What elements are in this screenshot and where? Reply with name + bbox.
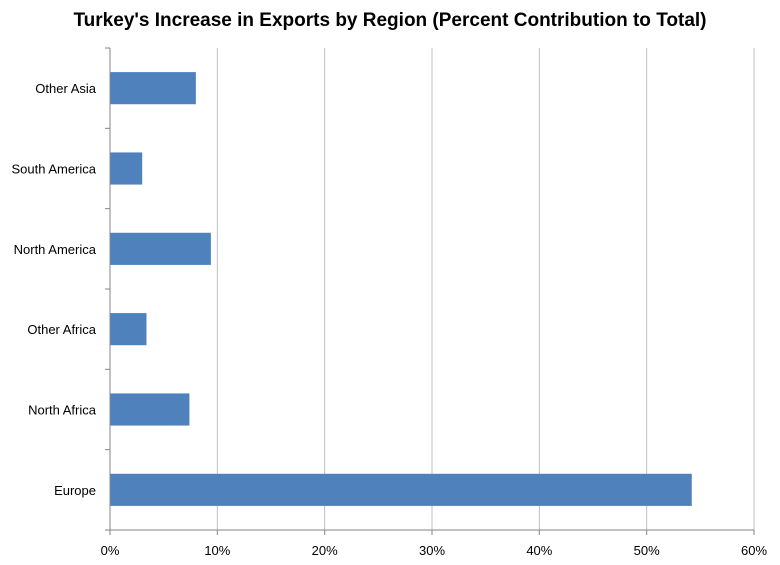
x-tick-label: 10%: [204, 543, 230, 558]
category-label: Other Africa: [27, 322, 96, 337]
bar-north-africa: [110, 393, 190, 426]
x-tick-label: 40%: [526, 543, 552, 558]
bars: [110, 72, 692, 506]
category-label: South America: [11, 162, 96, 177]
category-label: Europe: [54, 483, 96, 498]
x-tick-labels: 0% 10% 20% 30% 40% 50% 60%: [101, 543, 768, 558]
gridlines: [216, 48, 755, 530]
x-tick-label: 0%: [101, 543, 120, 558]
x-tick-label: 30%: [419, 543, 445, 558]
bar-other-asia: [110, 72, 196, 105]
x-tick-label: 50%: [634, 543, 660, 558]
x-tick-label: 60%: [741, 543, 767, 558]
category-label: North America: [14, 242, 97, 257]
category-label: North Africa: [28, 403, 97, 418]
chart-title: Turkey's Increase in Exports by Region (…: [73, 10, 707, 31]
category-label: Other Asia: [35, 81, 96, 96]
x-tick-label: 20%: [312, 543, 338, 558]
bar-europe: [110, 473, 692, 506]
bar-south-america: [110, 152, 143, 185]
bar-north-america: [110, 232, 211, 265]
category-labels: Europe North Africa Other Africa North Amer…: [11, 81, 96, 498]
bar-other-africa: [110, 313, 147, 346]
axes: [105, 47, 755, 535]
